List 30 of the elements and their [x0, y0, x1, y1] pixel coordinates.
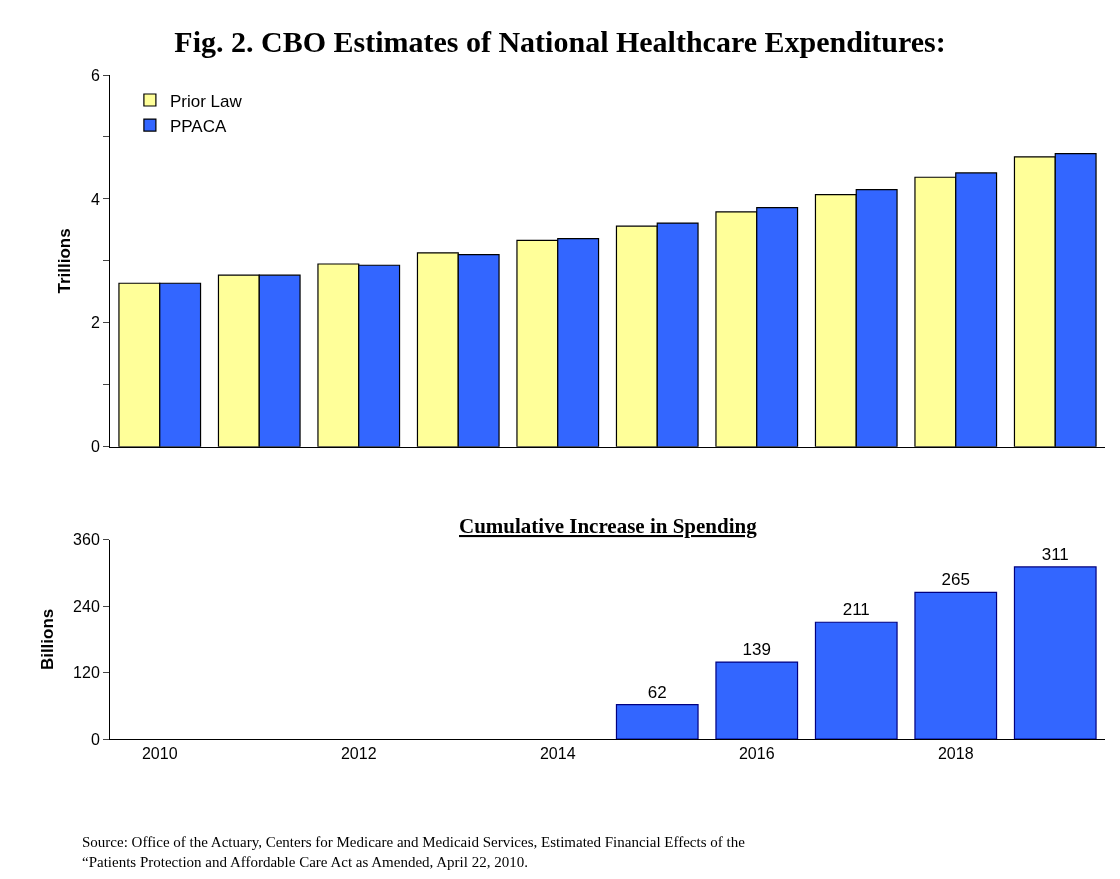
- data-label: 62: [647, 682, 667, 702]
- bar: [914, 591, 998, 739]
- data-label: 311: [1041, 544, 1069, 564]
- data-label: 211: [842, 600, 870, 620]
- y-tick-label: 240: [73, 597, 100, 615]
- bar: [1013, 566, 1097, 739]
- x-tick-label: 2010: [141, 745, 178, 763]
- chart-title: Fig. 2. CBO Estimates of National Healthcare Expenditures:: [174, 24, 946, 58]
- y-tick-label: 360: [73, 531, 100, 549]
- y-tick-label: 0: [90, 730, 100, 748]
- y-tick-label: 4: [90, 190, 100, 208]
- y-axis-title: Billions: [37, 608, 57, 671]
- y-axis-title: Trillions: [55, 228, 75, 294]
- x-tick-label: 2016: [738, 745, 775, 763]
- data-label: 265: [941, 570, 970, 590]
- legend-label: PPACA: [169, 116, 227, 136]
- x-tick-label: 2012: [340, 745, 377, 763]
- source-note: Source: Office of the Actuary, Centers for Medicare and Medicaid Services, Estimated Financial Effects of the “Patients Protection and Affordable Care Act as Amended, April 22, 2010.: [82, 834, 746, 870]
- y-tick-label: 0: [90, 438, 100, 456]
- legend-label: Prior Law: [169, 91, 243, 111]
- chart-subtitle: Cumulative Increase in Spending: [459, 514, 758, 538]
- bar: [814, 621, 898, 739]
- y-tick-label: 2: [90, 314, 100, 332]
- y-tick-label: 6: [90, 66, 100, 84]
- data-label: 139: [742, 640, 771, 660]
- bar: [715, 661, 799, 739]
- x-tick-label: 2018: [937, 745, 974, 763]
- y-tick-label: 120: [73, 664, 100, 682]
- bar: [615, 704, 699, 739]
- x-tick-label: 2014: [539, 745, 576, 763]
